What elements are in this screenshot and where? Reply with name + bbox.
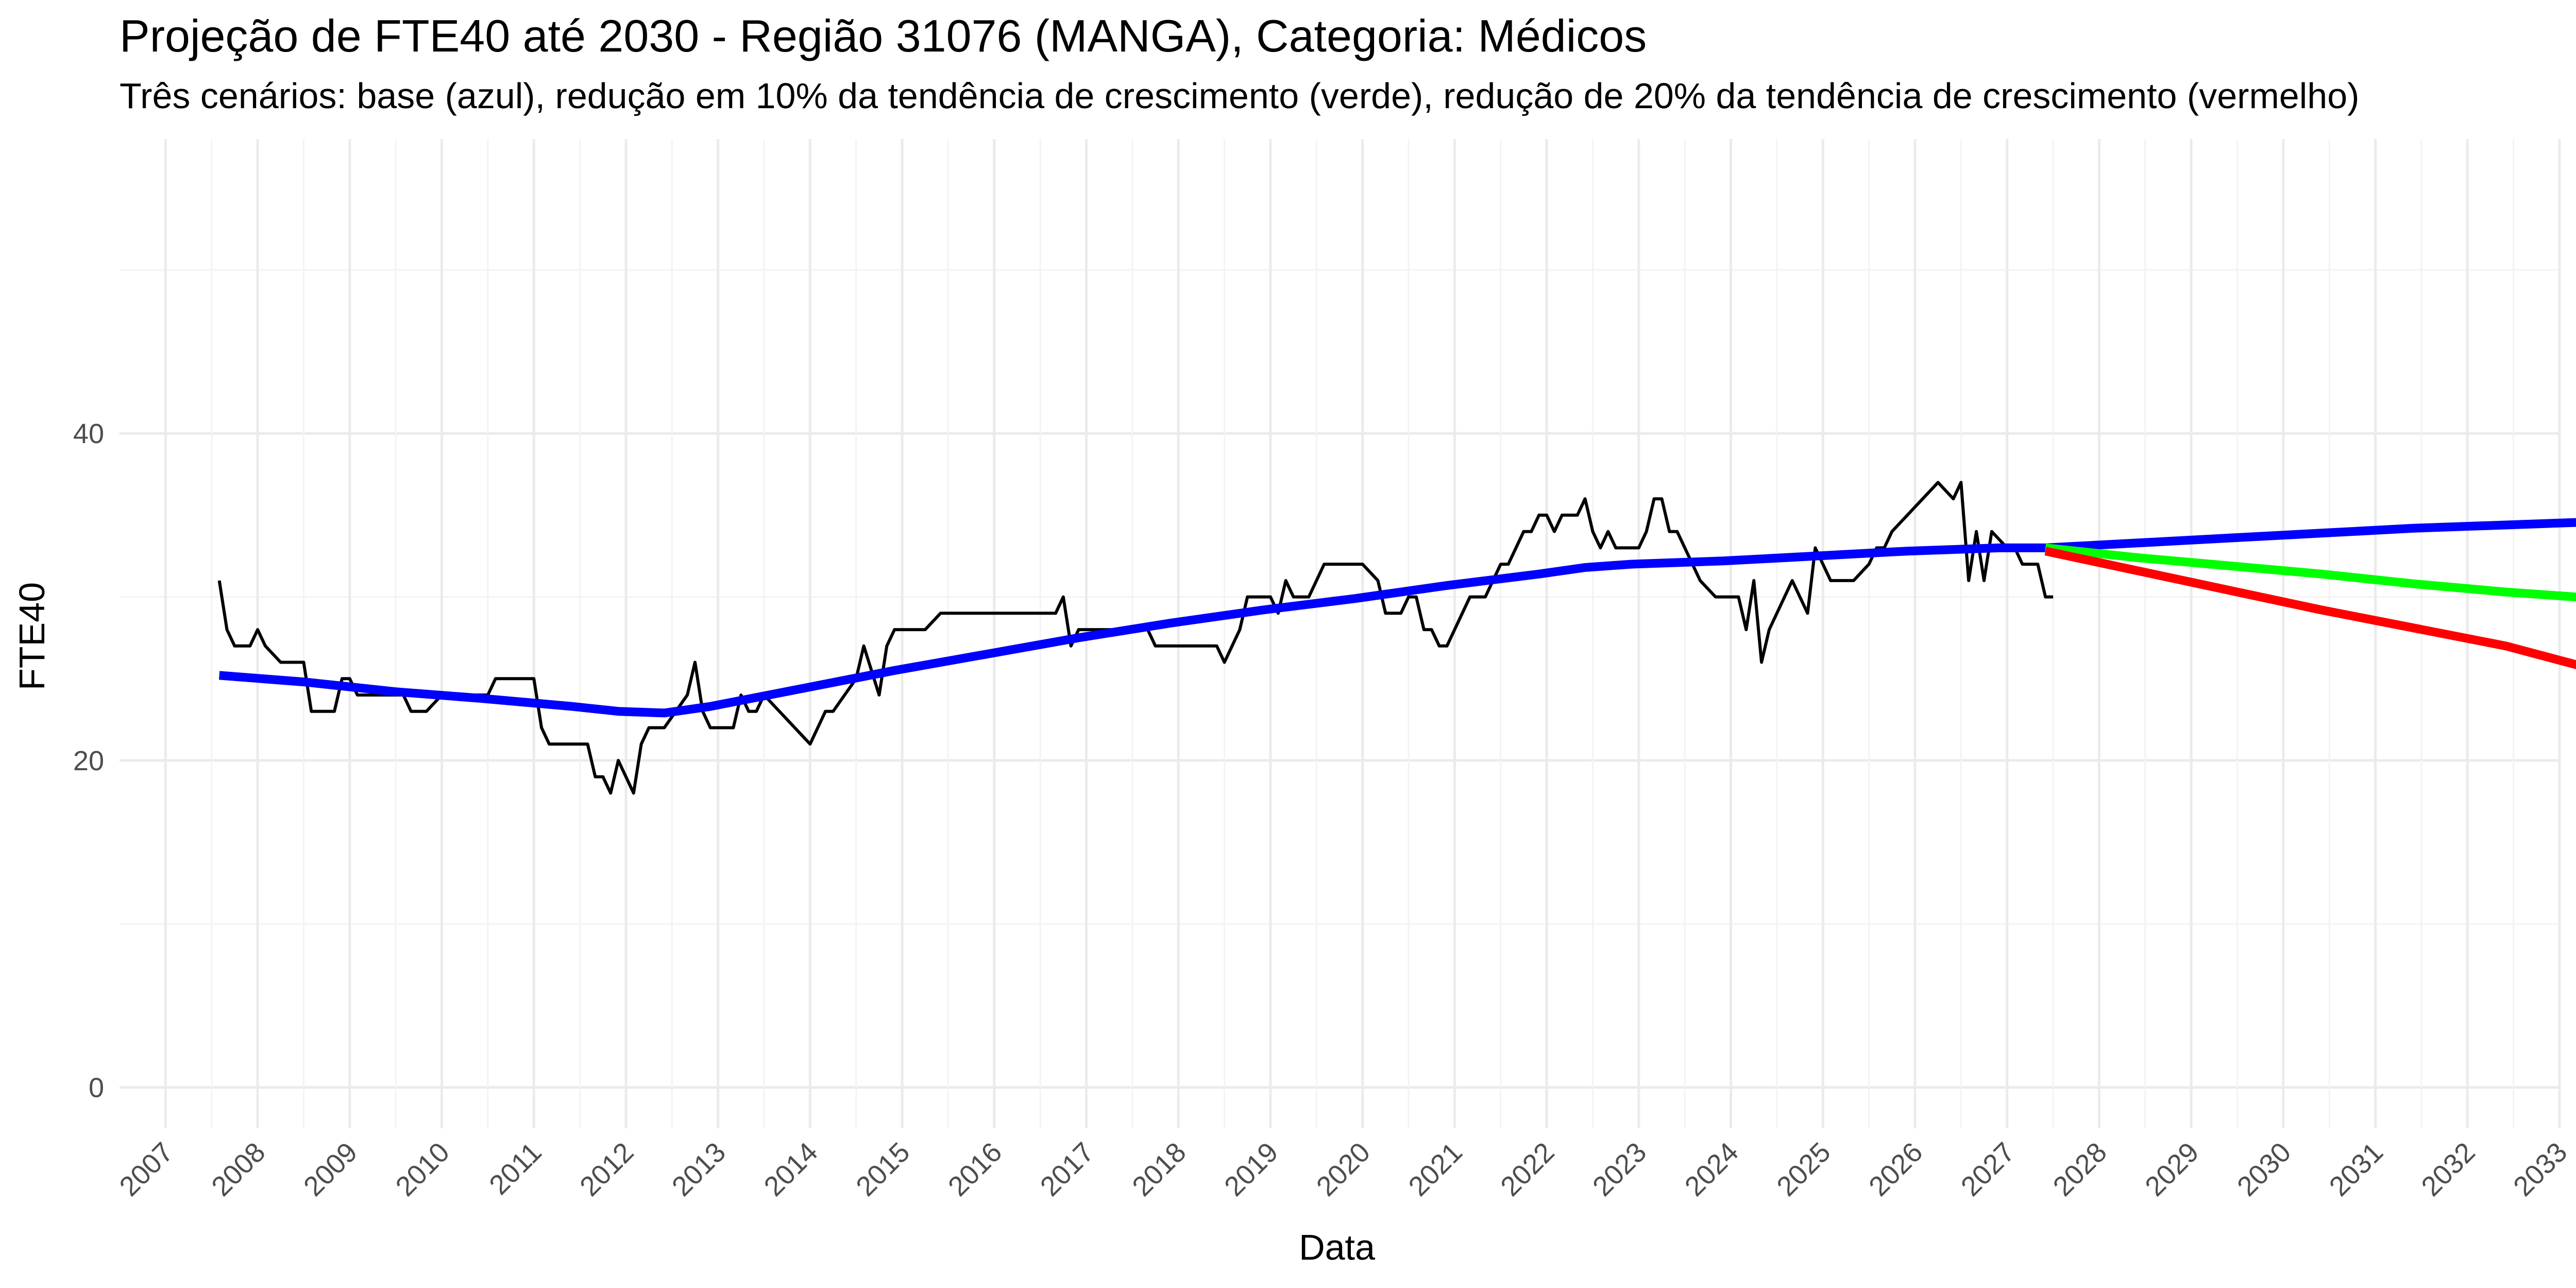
y-axis-title: FTE40 bbox=[12, 582, 52, 690]
chart-subtitle: Três cenários: base (azul), redução em 1… bbox=[120, 76, 2359, 116]
series-line-3 bbox=[2044, 547, 2576, 669]
x-axis-title: Data bbox=[1299, 1227, 1375, 1267]
y-tick-label: 0 bbox=[89, 1073, 104, 1104]
series-line-1 bbox=[218, 518, 2576, 718]
y-tick-label: 40 bbox=[73, 418, 104, 449]
chart-title: Projeção de FTE40 até 2030 - Região 3107… bbox=[120, 10, 1647, 61]
series-line-2 bbox=[2045, 543, 2576, 602]
y-tick-label: 20 bbox=[73, 745, 104, 776]
series-layer bbox=[217, 481, 2576, 795]
series-line-0 bbox=[217, 481, 2054, 795]
grid bbox=[120, 139, 2561, 1128]
